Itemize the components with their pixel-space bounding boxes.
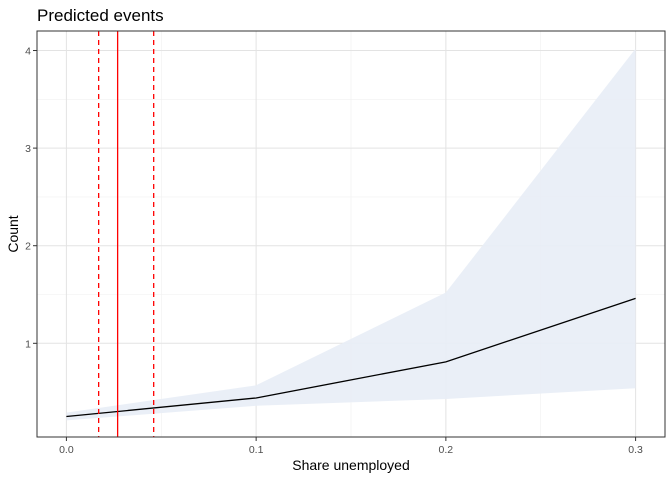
prediction-line	[66, 297, 636, 418]
chart-title: Predicted events	[37, 6, 164, 25]
x-tick-label: 0.3	[628, 444, 643, 456]
y-tick-label: 3	[25, 143, 31, 155]
x-tick-label: 0.2	[439, 444, 454, 456]
confidence-ribbon	[66, 48, 636, 421]
plot-area: 0.0 0.1 0.2 0.3 1 2 3 4	[25, 30, 666, 456]
panel-border	[36, 30, 666, 438]
y-tick-label: 2	[25, 241, 31, 253]
x-axis-title: Share unemployed	[292, 457, 410, 473]
x-tick-label: 0.0	[59, 444, 74, 456]
y-tick-label: 1	[25, 338, 31, 350]
y-axis-title: Count	[5, 215, 21, 252]
y-tick-label: 4	[25, 46, 31, 58]
x-tick-label: 0.1	[249, 444, 264, 456]
